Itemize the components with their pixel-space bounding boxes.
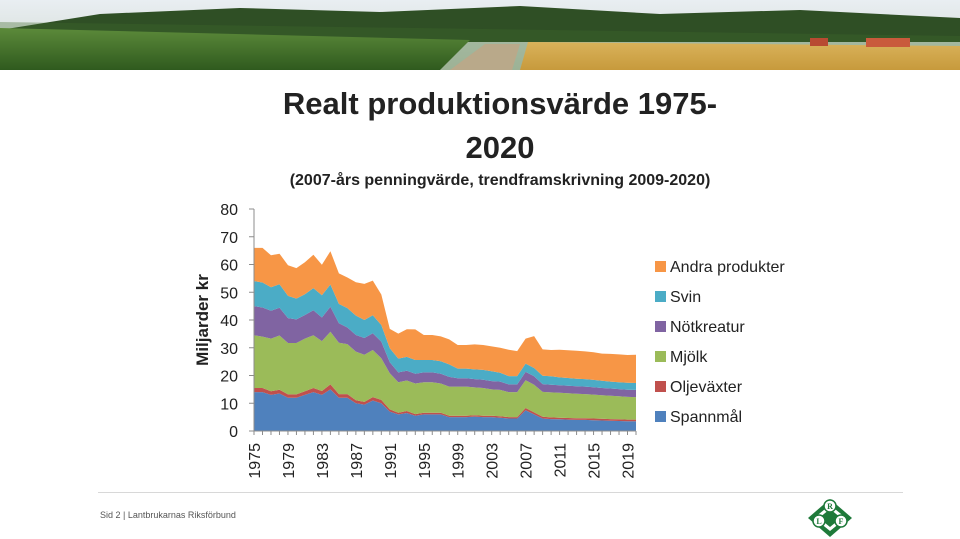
area-series-5: [254, 281, 636, 390]
x-tick-label: 2003: [485, 443, 502, 479]
legend-swatch: [655, 351, 666, 362]
footer-text: Sid 2 | Lantbrukarnas Riksförbund: [100, 510, 236, 520]
chart-title: Realt produktionsvärde 1975-: [282, 86, 718, 121]
x-tick-label: 1987: [349, 443, 366, 479]
y-tick-label: 50: [220, 285, 238, 302]
y-tick-label: 30: [220, 341, 238, 358]
x-tick-label: 2007: [519, 443, 536, 479]
x-tick-label: 1991: [383, 443, 400, 479]
y-tick-label: 60: [220, 258, 238, 275]
x-tick-label: 1979: [281, 443, 298, 479]
legend-label: Oljeväxter: [670, 379, 743, 396]
y-tick-label: 40: [220, 313, 238, 330]
x-tick-label: 1983: [315, 443, 332, 479]
lrf-logo: R L F: [808, 499, 852, 537]
y-tick-label: 70: [220, 230, 238, 247]
y-tick-label: 0: [229, 424, 238, 441]
chart-subtitle: (2007-års penningvärde, trendframskrivni…: [289, 172, 711, 189]
area-series-3: [254, 331, 636, 420]
y-tick-label: 20: [220, 369, 238, 386]
legend-swatch: [655, 291, 666, 302]
footer-divider: [98, 492, 903, 493]
header-banner-photo: [0, 0, 960, 70]
legend-label: Mjölk: [670, 349, 708, 366]
y-tick-label: 10: [220, 396, 238, 413]
legend-label: Svin: [670, 289, 701, 306]
legend-label: Spannmål: [670, 408, 742, 426]
area-series-6: [254, 247, 636, 383]
logo-letter: F: [839, 517, 844, 526]
x-tick-label: 2015: [587, 443, 604, 479]
legend-swatch: [655, 321, 666, 332]
legend-swatch: [655, 411, 666, 422]
x-tick-label: 2019: [621, 443, 638, 479]
y-axis-title: Miljarder kr: [193, 274, 212, 366]
legend-label: Andra produkter: [670, 259, 785, 276]
area-series-1: [254, 389, 636, 431]
x-tick-label: 2011: [553, 443, 570, 478]
x-tick-label: 1999: [451, 443, 468, 479]
area-series-4: [254, 306, 636, 398]
x-tick-label: 1975: [247, 443, 264, 479]
logo-letter: R: [827, 502, 833, 511]
y-tick-label: 80: [220, 202, 238, 219]
legend-swatch: [655, 381, 666, 392]
legend-label: Nötkreatur: [670, 319, 745, 336]
logo-letter: L: [816, 517, 821, 526]
legend-swatch: [655, 261, 666, 272]
chart-title-line2: 2020: [465, 130, 535, 165]
x-tick-label: 1995: [417, 443, 434, 479]
